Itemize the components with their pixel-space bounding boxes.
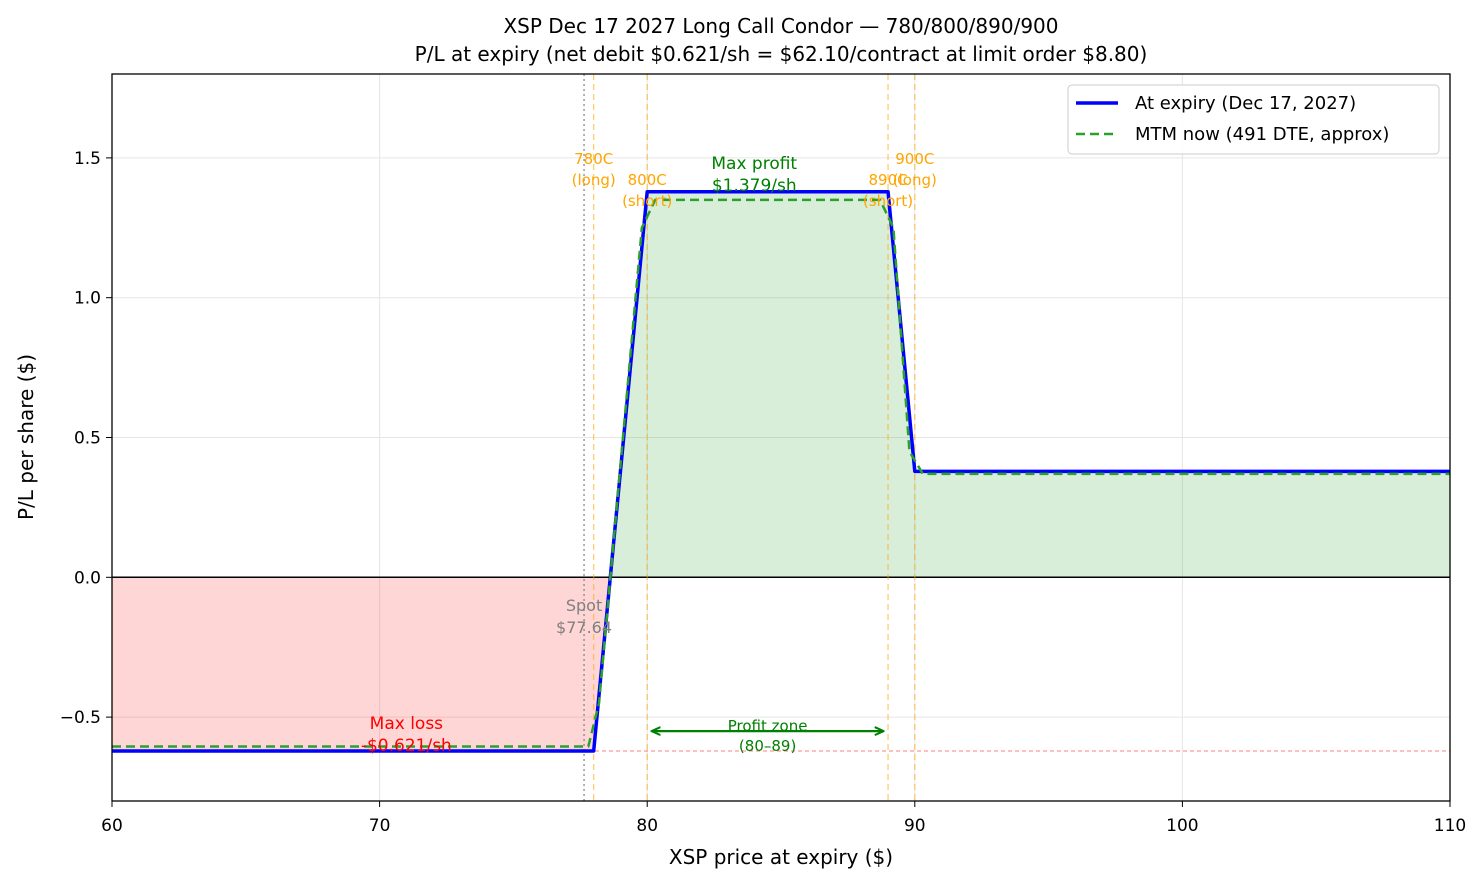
max-loss-label: -$0.621/sh bbox=[361, 736, 452, 756]
y-axis-label: P/L per share ($) bbox=[14, 354, 38, 520]
mtm-line bbox=[112, 198, 1450, 748]
expiry-line bbox=[112, 189, 1450, 753]
x-tick-label: 60 bbox=[101, 816, 123, 836]
x-tick-label: 110 bbox=[1434, 816, 1466, 836]
profit-zone-label: (80–89) bbox=[739, 737, 796, 755]
axis-ticks: 60 70 80 90 100 110 −0.5 0.0 0.5 1.0 1.5 bbox=[60, 149, 1467, 836]
x-tick-label: 80 bbox=[636, 816, 658, 836]
fill-regions bbox=[112, 191, 1450, 751]
strike-label: (short) bbox=[622, 192, 672, 210]
y-tick-label: 1.5 bbox=[74, 149, 101, 169]
strike-label: (long) bbox=[572, 171, 616, 189]
profit-region bbox=[610, 191, 1450, 578]
max-loss-label: Max loss bbox=[370, 714, 444, 734]
spot-label: Spot bbox=[566, 596, 602, 615]
strike-label: 890C bbox=[868, 171, 907, 189]
legend-label: At expiry (Dec 17, 2027) bbox=[1135, 93, 1356, 114]
x-tick-label: 90 bbox=[904, 816, 926, 836]
chart-title: XSP Dec 17 2027 Long Call Condor — 780/8… bbox=[503, 14, 1058, 38]
x-tick-label: 70 bbox=[369, 816, 391, 836]
profit-zone-label: Profit zone bbox=[728, 717, 808, 735]
y-tick-label: 1.0 bbox=[74, 289, 101, 309]
legend: At expiry (Dec 17, 2027) MTM now (491 DTE… bbox=[1067, 84, 1440, 155]
y-tick-label: −0.5 bbox=[60, 708, 101, 728]
strike-label: (long) bbox=[893, 171, 937, 189]
spot-label: $77.64 bbox=[556, 618, 612, 637]
chart-subtitle: P/L at expiry (net debit $0.621/sh = $62… bbox=[415, 42, 1148, 66]
series-lines bbox=[112, 189, 1450, 753]
strike-label: 900C bbox=[895, 150, 934, 168]
strike-label: (short) bbox=[863, 192, 913, 210]
y-tick-label: 0.5 bbox=[74, 429, 101, 449]
x-tick-label: 100 bbox=[1166, 816, 1198, 836]
annotations: 780C (long) 800C (short) 890C (short) 900C (lon… bbox=[361, 150, 937, 756]
max-profit-label: $1.379/sh bbox=[712, 176, 797, 196]
strike-label: 780C bbox=[574, 150, 613, 168]
legend-box bbox=[1067, 84, 1440, 155]
strike-label: 800C bbox=[628, 171, 667, 189]
max-profit-label: Max profit bbox=[711, 154, 797, 174]
loss-region bbox=[112, 577, 611, 751]
legend-label: MTM now (491 DTE, approx) bbox=[1135, 124, 1389, 145]
x-axis-label: XSP price at expiry ($) bbox=[669, 845, 893, 869]
y-tick-label: 0.0 bbox=[74, 568, 101, 588]
